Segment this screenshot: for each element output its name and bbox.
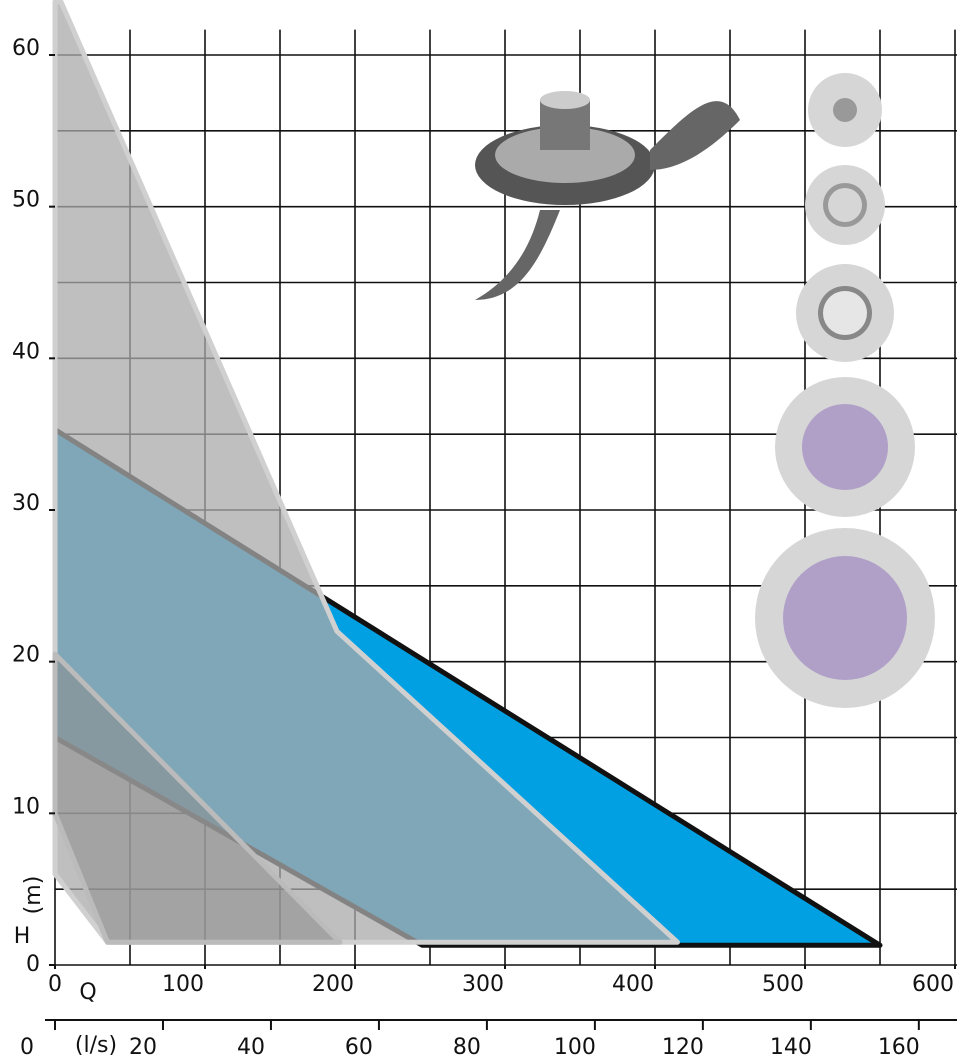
x2-tick-label: 20 (129, 1035, 157, 1060)
x2-tick-label: 120 (662, 1035, 704, 1060)
x2-tick-label: 60 (345, 1035, 373, 1060)
impeller-illustration (475, 91, 740, 300)
x-tick-label: 0 (48, 972, 62, 997)
x2-tick-label: 100 (554, 1035, 596, 1060)
y-tick-label: 60 (12, 36, 40, 61)
y-tick-label: 30 (12, 491, 40, 516)
y-axis-unit: (m) (21, 876, 46, 915)
x-tick-label: 100 (162, 972, 204, 997)
x2-tick-label: 0 (20, 1035, 34, 1060)
x2-tick-label: 140 (770, 1035, 812, 1060)
y-tick-label: 10 (12, 794, 40, 819)
y-tick-label: 50 (12, 188, 40, 213)
areas (52, 0, 883, 948)
y-tick-label: 20 (12, 643, 40, 668)
region (52, 651, 343, 945)
x2-tick-label: 80 (453, 1035, 481, 1060)
x-tick-label: 200 (312, 972, 354, 997)
x2-tick-label: 160 (878, 1035, 920, 1060)
y-axis-label: H (14, 924, 31, 949)
x2-axis-unit: (l/s) (75, 1033, 117, 1058)
x-axis-label: Q (79, 980, 96, 1005)
size-circles (755, 73, 935, 708)
region (52, 0, 680, 945)
y-tick-label: 40 (12, 339, 40, 364)
x-tick-label: 600 (912, 972, 954, 997)
x-tick-label: 300 (462, 972, 504, 997)
y-tick-label: 0 (26, 952, 40, 977)
x-tick-label: 500 (762, 972, 804, 997)
x2-tick-label: 40 (237, 1035, 265, 1060)
x-tick-label: 400 (612, 972, 654, 997)
